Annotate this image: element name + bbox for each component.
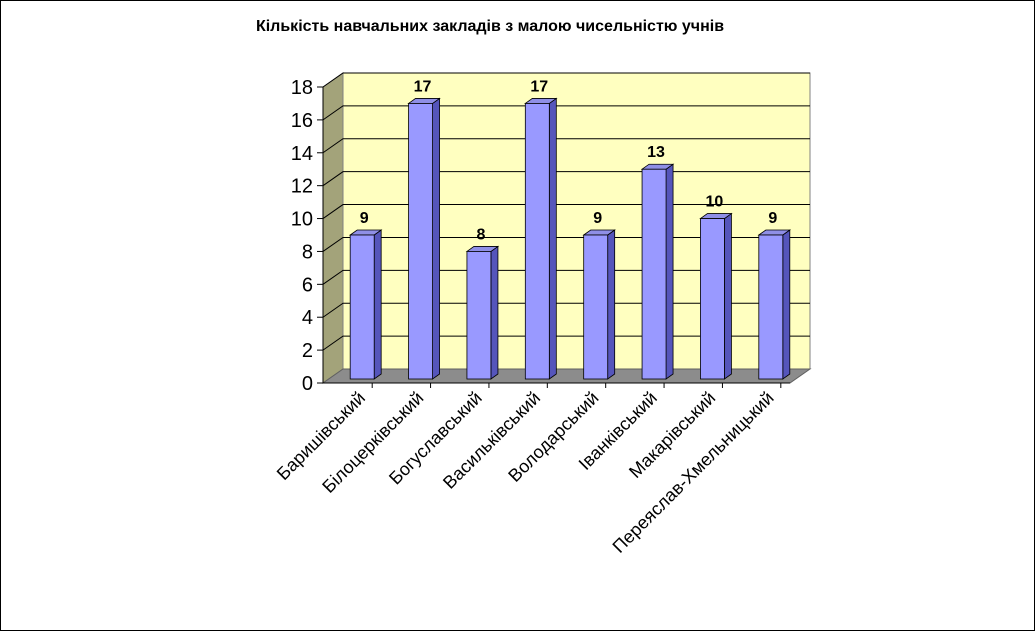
bar	[524, 97, 558, 380]
bar	[582, 229, 616, 380]
bar-side	[548, 97, 557, 380]
bar-front	[524, 103, 550, 380]
bar-front	[408, 103, 433, 380]
gridline	[322, 105, 810, 121]
bar-front	[758, 234, 784, 380]
data-label: 9	[593, 210, 602, 227]
bar-side	[432, 97, 440, 380]
bar-side	[607, 229, 616, 380]
y-tick-label: 10	[291, 209, 313, 231]
bar-side	[665, 163, 674, 380]
bar-side	[724, 212, 732, 380]
data-label: 9	[768, 210, 777, 227]
bar	[699, 212, 733, 380]
y-tick-label: 6	[302, 274, 313, 296]
bar	[348, 229, 383, 380]
y-tick-label: 12	[291, 176, 313, 198]
x-category-label: Білоцерківський	[318, 388, 427, 497]
gridline	[322, 138, 810, 154]
bar-side	[490, 245, 499, 380]
y-tick-label: 4	[302, 307, 313, 329]
bar-front	[466, 251, 492, 380]
chart-title: Кількість навчальних закладів з малою чи…	[255, 18, 725, 35]
bar	[640, 163, 675, 380]
bar	[465, 245, 500, 380]
y-tick-label: 16	[291, 110, 313, 132]
data-label: 13	[647, 144, 665, 161]
bar-front	[349, 234, 375, 380]
y-tick-label: 8	[302, 241, 313, 263]
data-label: 17	[530, 78, 548, 95]
bar-front	[641, 168, 667, 380]
y-tick-label: 0	[302, 373, 313, 395]
bar-front	[700, 218, 725, 380]
plot-side-wall	[322, 72, 344, 384]
data-label: 9	[360, 210, 369, 227]
data-label: 10	[706, 194, 724, 211]
data-label: 8	[476, 226, 485, 243]
bar-side	[782, 229, 791, 380]
bar-front	[583, 234, 609, 380]
plot-floor	[321, 368, 812, 384]
y-tick-label: 18	[291, 77, 313, 99]
bar	[407, 97, 441, 380]
gridline	[322, 72, 810, 88]
bar	[757, 229, 792, 380]
y-tick-label: 2	[302, 340, 313, 362]
data-label: 17	[414, 78, 432, 95]
bar-side	[373, 229, 382, 380]
y-tick-label: 14	[291, 143, 313, 165]
